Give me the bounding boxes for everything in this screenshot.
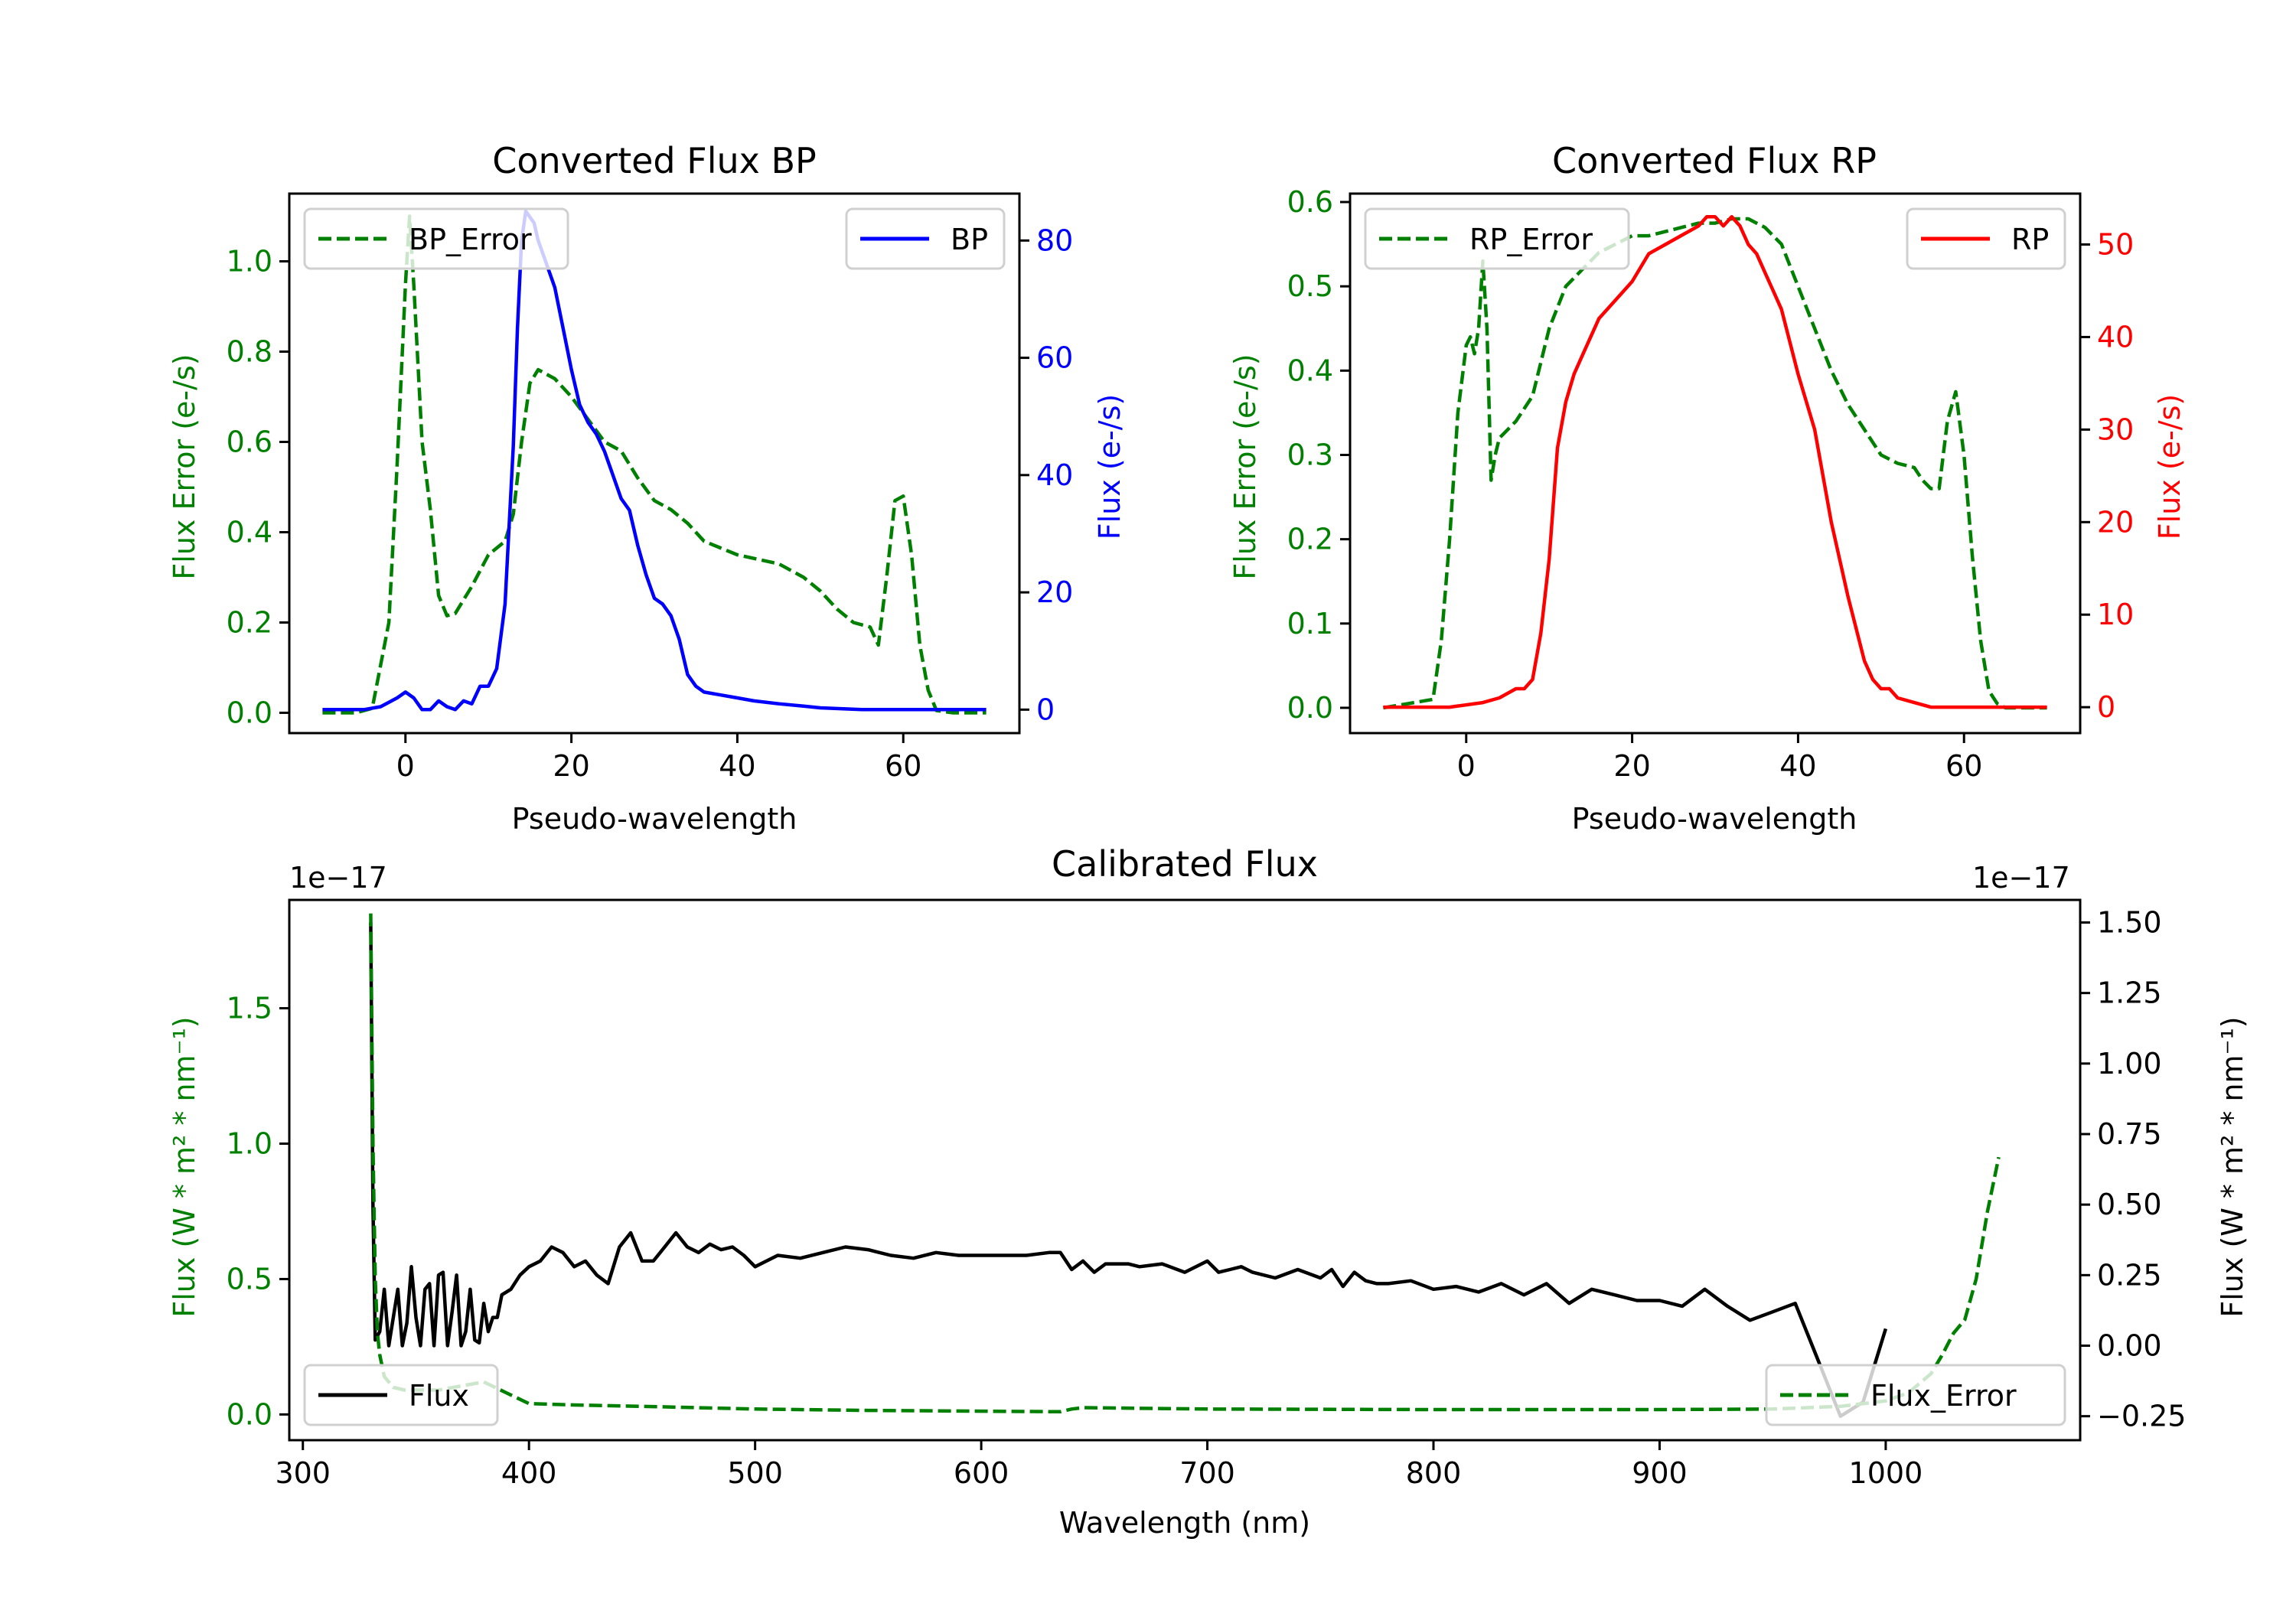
legend-label: Flux_Error — [1870, 1379, 2017, 1413]
y-axis-left-label-rp: Flux Error (e-/s) — [1228, 354, 1262, 579]
y-left-tick-label: 0.0 — [1287, 691, 1333, 725]
y-axis-right-label-bp: Flux (e-/s) — [1093, 394, 1127, 539]
x-tick-label: 900 — [1632, 1456, 1688, 1490]
y-left-tick-label: 0.1 — [1287, 607, 1333, 641]
x-tick-label: 60 — [1945, 749, 1982, 783]
y-left-tick-label: 0.4 — [227, 515, 272, 549]
legend-label: BP — [951, 223, 988, 256]
x-tick-label: 500 — [727, 1456, 783, 1490]
legend-box — [1364, 207, 1630, 270]
y-left-tick-label: 0.5 — [227, 1262, 272, 1296]
x-axis-label-rp: Pseudo-wavelength — [1572, 802, 1857, 836]
legend-box — [303, 1364, 499, 1426]
y-right-tick-label: 0.50 — [2097, 1188, 2162, 1221]
y-axis-right-label-rp: Flux (e-/s) — [2153, 394, 2187, 539]
y-right-tick-label: 40 — [2097, 320, 2134, 354]
y-left-tick-label: 0.0 — [227, 1397, 272, 1431]
axes-frame-rp — [1349, 192, 2082, 735]
y-right-tick-label: 50 — [2097, 228, 2134, 262]
x-tick-label: 20 — [1613, 749, 1650, 783]
chart-title-bp: Converted Flux BP — [492, 140, 817, 181]
legend-label: RP — [2011, 223, 2049, 256]
axes-frame-bp — [288, 192, 1021, 735]
y-right-tick-label: 0.25 — [2097, 1258, 2162, 1292]
y-right-tick-label: 0.00 — [2097, 1328, 2162, 1362]
x-tick-label: 700 — [1179, 1456, 1235, 1490]
y-axis-left-label-calibrated: Flux (W * m² * nm⁻¹) — [168, 1016, 201, 1317]
x-tick-label: 60 — [885, 749, 921, 783]
y-right-tick-label: −0.25 — [2097, 1400, 2186, 1433]
y-left-tick-label: 0.6 — [227, 425, 272, 458]
panel-bp: Converted Flux BP 0 20 40 60 0.0 0.2 0.4 0.6 0.8… — [168, 140, 1127, 836]
plot-area-rp: 0 20 40 60 0.0 0.1 0.2 0.3 0.4 0.5 0.6 0 10 20 30 40 50 R… — [1287, 185, 2135, 783]
x-tick-label: 0 — [396, 749, 415, 783]
legend-flux-error: Flux_Error — [1765, 1364, 2066, 1426]
chart-title-rp: Converted Flux RP — [1552, 140, 1877, 181]
y-left-tick-label: 0.0 — [227, 696, 272, 729]
y-right-tick-label: 40 — [1036, 458, 1073, 492]
legend-box — [1765, 1364, 2066, 1426]
plot-area-calibrated: 300 400 500 600 700 800 900 1000 0.0 0.5 1.0 1.5 −0.… — [227, 898, 2186, 1490]
y-right-tick-label: 60 — [1036, 341, 1073, 375]
series-line-flux — [369, 922, 1888, 1418]
y-left-tick-label: 0.8 — [227, 334, 272, 368]
y-right-tick-label: 1.50 — [2097, 905, 2162, 939]
legend-flux: Flux — [303, 1364, 499, 1426]
legend-label: BP_Error — [409, 223, 532, 256]
x-tick-label: 40 — [1779, 749, 1816, 783]
plot-area-bp: 0 20 40 60 0.0 0.2 0.4 0.6 0.8 1.0 0 20 40 60 80 BP_Err… — [227, 192, 1073, 783]
legend-label: RP_Error — [1469, 223, 1593, 256]
x-tick-label: 300 — [275, 1456, 331, 1490]
series-line-bp — [322, 209, 987, 712]
chart-title-calibrated: Calibrated Flux — [1052, 843, 1318, 885]
x-tick-label: 400 — [501, 1456, 557, 1490]
y-right-tick-label: 30 — [2097, 412, 2134, 446]
y-left-tick-label: 0.5 — [1287, 269, 1333, 303]
y-right-tick-label: 20 — [2097, 505, 2134, 539]
legend-rp: RP — [1906, 207, 2066, 270]
y-left-tick-label: 0.4 — [1287, 354, 1333, 387]
y-right-tick-label: 0 — [2097, 690, 2115, 724]
x-axis-label-bp: Pseudo-wavelength — [512, 802, 797, 836]
y-left-tick-label: 1.0 — [227, 244, 272, 278]
y-right-tick-label: 10 — [2097, 598, 2134, 631]
y-right-tick-label: 0 — [1036, 693, 1055, 726]
x-tick-label: 800 — [1406, 1456, 1462, 1490]
y-left-tick-label: 1.5 — [227, 992, 272, 1025]
y-right-tick-label: 1.00 — [2097, 1047, 2162, 1081]
x-tick-label: 1000 — [1849, 1456, 1923, 1490]
y-left-tick-label: 0.2 — [227, 605, 272, 639]
y-right-tick-label: 0.75 — [2097, 1117, 2162, 1151]
panel-calibrated: Calibrated Flux 1e−17 1e−17 300 400 500 600… — [168, 843, 2249, 1540]
x-tick-label: 40 — [719, 749, 755, 783]
y-left-tick-label: 0.3 — [1287, 438, 1333, 471]
panel-rp: Converted Flux RP 0 20 40 60 0.0 0.1 0.2 0.3 0.4… — [1228, 140, 2187, 836]
y-right-tick-label: 80 — [1036, 223, 1073, 257]
legend-box — [303, 207, 569, 270]
legend-label: Flux — [409, 1379, 469, 1413]
y-left-tick-label: 1.0 — [227, 1126, 272, 1160]
legend-bp: BP — [845, 207, 1006, 270]
offset-text-left: 1e−17 — [289, 861, 387, 895]
series-line-rp-error — [1383, 217, 2047, 710]
y-right-tick-label: 20 — [1036, 575, 1073, 609]
legend-rp-error: RP_Error — [1364, 207, 1630, 270]
series-line-flux-error — [369, 913, 2001, 1414]
y-left-tick-label: 0.2 — [1287, 523, 1333, 556]
x-tick-label: 0 — [1457, 749, 1476, 783]
x-tick-label: 600 — [954, 1456, 1009, 1490]
series-line-rp — [1383, 214, 2047, 709]
y-axis-right-label-calibrated: Flux (W * m² * nm⁻¹) — [2216, 1016, 2249, 1317]
legend-bp-error: BP_Error — [303, 207, 569, 270]
y-right-tick-label: 1.25 — [2097, 976, 2162, 1010]
series-line-bp-error — [322, 214, 987, 715]
x-tick-label: 20 — [553, 749, 589, 783]
offset-text-right: 1e−17 — [1972, 861, 2070, 895]
x-axis-label-calibrated: Wavelength (nm) — [1059, 1506, 1310, 1540]
y-left-tick-label: 0.6 — [1287, 185, 1333, 219]
y-axis-left-label-bp: Flux Error (e-/s) — [168, 354, 201, 579]
axes-frame-calibrated — [288, 898, 2082, 1442]
